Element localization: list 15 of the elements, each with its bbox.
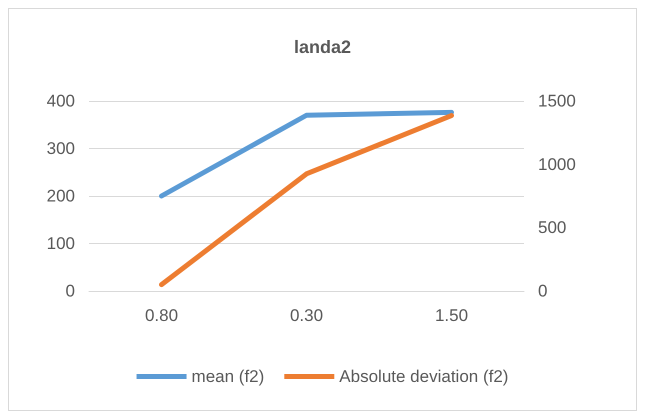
- y-tick-label: 400: [46, 92, 75, 110]
- x-tick-label: 1.50: [434, 306, 468, 325]
- y-tick-label: 200: [46, 186, 75, 206]
- y2-tick-label: 1500: [538, 92, 576, 110]
- x-tick-label: 0.80: [144, 306, 178, 325]
- y-tick-label: 0: [66, 282, 75, 300]
- y2-tick-label: 1000: [538, 154, 576, 174]
- y-tick-label: 300: [46, 139, 75, 158]
- chart-title: landa2: [294, 37, 352, 57]
- legend-label: mean (f2): [192, 367, 264, 386]
- y-tick-label: 100: [46, 234, 75, 253]
- legend-label: Absolute deviation (f2): [339, 367, 508, 386]
- x-tick-label: 0.30: [290, 306, 324, 325]
- y2-tick-label: 0: [538, 282, 548, 300]
- y2-tick-label: 500: [538, 218, 566, 238]
